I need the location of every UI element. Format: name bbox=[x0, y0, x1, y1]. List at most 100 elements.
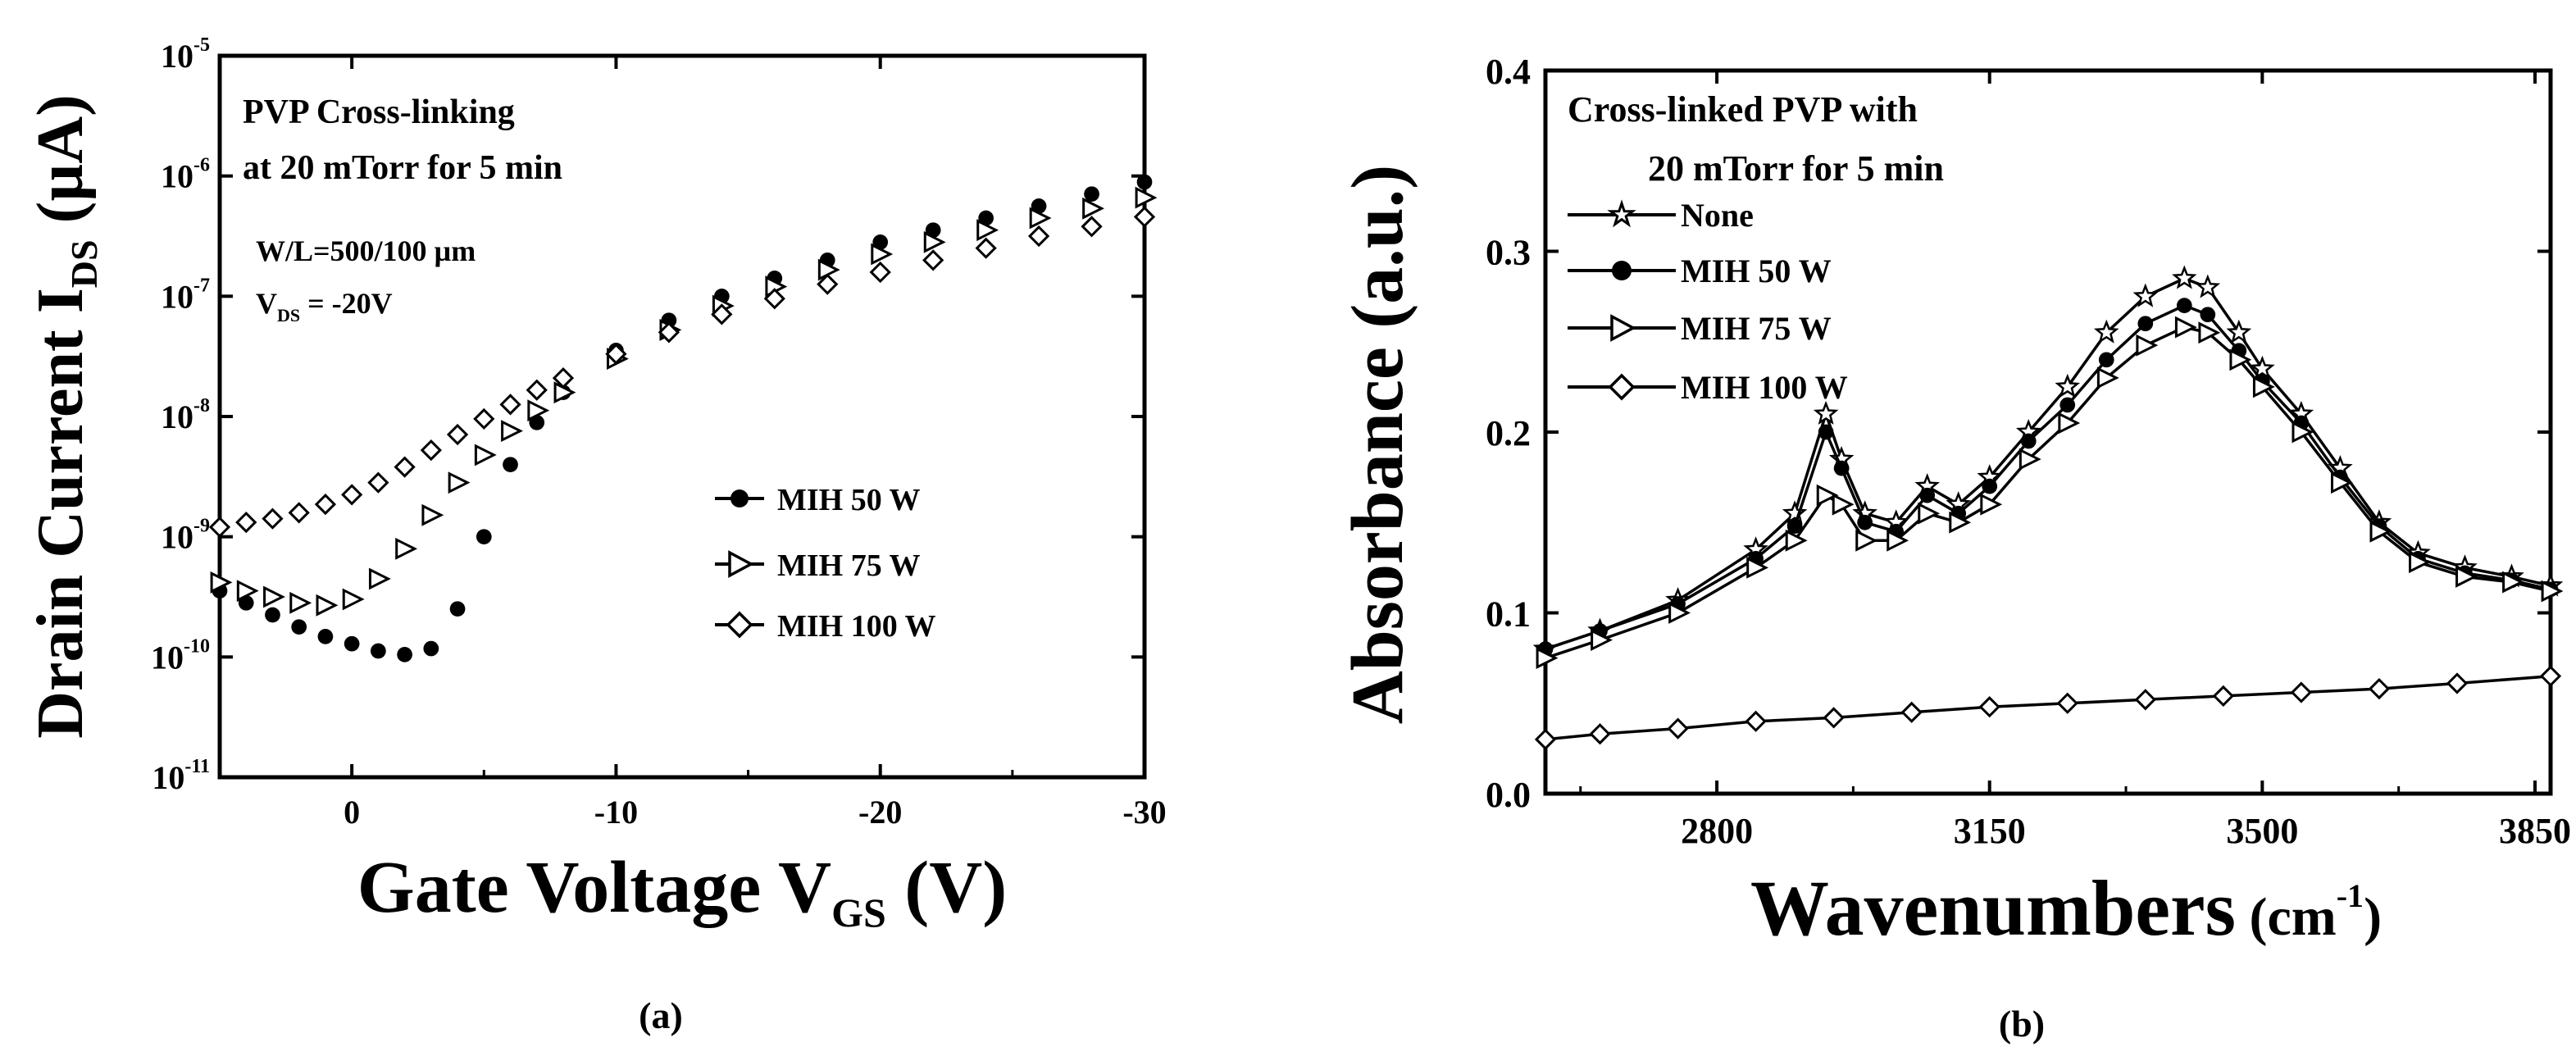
data-point-a-mih-50-w bbox=[265, 607, 280, 623]
data-point-b-mih-75-w bbox=[2096, 366, 2119, 389]
y-tick-label-b: 0.4 bbox=[1486, 52, 1531, 92]
data-point-a-mih-100-w bbox=[605, 343, 627, 365]
data-point-a-mih-100-w bbox=[975, 237, 997, 259]
data-point-b-mih-75-w bbox=[1746, 556, 1769, 579]
data-point-b-mih-75-w bbox=[1591, 629, 1613, 652]
data-point-b-mih-75-w bbox=[2136, 334, 2159, 357]
data-point-b-mih-100-w bbox=[2539, 665, 2562, 687]
x-tick-label-a: -30 bbox=[1122, 794, 1166, 831]
data-point-a-mih-50-w bbox=[371, 643, 386, 659]
data-point-b-mih-50-w bbox=[2098, 352, 2114, 368]
data-point-b-mih-50-w bbox=[1919, 487, 1936, 503]
data-point-b-mih-75-w bbox=[2455, 565, 2478, 588]
legend-b-marker-none bbox=[1607, 199, 1636, 228]
data-point-b-mih-50-w bbox=[2059, 397, 2076, 413]
data-point-a-mih-75-w bbox=[395, 537, 418, 560]
data-point-b-mih-75-w bbox=[1785, 529, 1808, 552]
data-point-a-mih-75-w bbox=[871, 243, 894, 266]
data-point-b-mih-75-w bbox=[1918, 502, 1941, 525]
data-point-a-mih-50-w bbox=[1136, 174, 1153, 190]
data-point-a-mih-50-w bbox=[344, 635, 360, 652]
data-point-b-mih-75-w bbox=[2409, 551, 2431, 574]
data-point-b-mih-75-w bbox=[2252, 376, 2275, 398]
data-point-b-mih-75-w bbox=[2292, 421, 2314, 444]
data-point-a-mih-75-w bbox=[1082, 197, 1104, 220]
data-point-a-mih-100-w bbox=[446, 423, 469, 446]
data-point-b-none bbox=[1782, 500, 1808, 525]
data-point-b-mih-100-w bbox=[1900, 701, 1923, 723]
data-point-b-mih-100-w bbox=[2368, 677, 2391, 700]
annotation-b-2: 20 mTorr for 5 min bbox=[1648, 148, 1944, 189]
data-point-a-mih-100-w bbox=[1133, 206, 1156, 228]
annotation-a-2: at 20 mTorr for 5 min bbox=[243, 149, 562, 187]
data-point-b-mih-75-w bbox=[2369, 520, 2392, 543]
data-point-b-mih-100-w bbox=[1978, 696, 2000, 718]
data-point-b-mih-50-w bbox=[2176, 298, 2192, 313]
panel-label-b: (b) bbox=[1999, 1003, 2045, 1045]
data-point-a-mih-75-w bbox=[923, 230, 946, 253]
data-point-a-mih-50-w bbox=[423, 640, 439, 657]
x-tick-label-b: 3150 bbox=[1954, 811, 2026, 851]
data-point-b-none bbox=[2132, 283, 2159, 307]
annotation-a-1: PVP Cross-linking bbox=[243, 93, 515, 131]
data-point-a-mih-50-w bbox=[503, 457, 518, 473]
data-point-a-mih-75-w bbox=[501, 420, 523, 443]
y-tick-label-b: 0.3 bbox=[1486, 233, 1531, 273]
data-point-a-mih-100-w bbox=[658, 321, 680, 344]
data-point-b-mih-75-w bbox=[1668, 602, 1691, 624]
data-point-b-mih-100-w bbox=[2056, 692, 2078, 714]
data-point-b-mih-75-w bbox=[1816, 484, 1839, 507]
data-point-a-mih-100-w bbox=[763, 288, 785, 310]
data-point-a-mih-75-w bbox=[553, 381, 576, 404]
data-point-a-mih-75-w bbox=[527, 399, 550, 422]
legend-a-label-mih75: MIH 75 W bbox=[777, 548, 921, 583]
legend-a-marker-mih100 bbox=[726, 611, 753, 639]
data-point-b-mih-75-w bbox=[2198, 321, 2221, 344]
legend-b-marker-mih100 bbox=[1608, 373, 1636, 401]
data-point-a-mih-100-w bbox=[288, 502, 310, 524]
data-point-a-mih-50-w bbox=[476, 529, 492, 545]
data-point-a-mih-75-w bbox=[448, 471, 471, 494]
data-point-a-mih-100-w bbox=[499, 394, 521, 416]
y-tick-label-a: 10-9 bbox=[161, 516, 210, 556]
data-point-a-mih-75-w bbox=[316, 594, 339, 617]
data-point-b-mih-75-w bbox=[2229, 348, 2252, 371]
data-point-a-mih-75-w bbox=[342, 588, 365, 611]
panel-label-a: (a) bbox=[639, 995, 683, 1036]
y-tick-label-b: 0.0 bbox=[1486, 775, 1531, 815]
panel-b: 2800 3150 3500 3850 0.0 0.1 0.2 0.3 0.4 Cross-li… bbox=[1337, 52, 2571, 1045]
data-point-a-mih-100-w bbox=[1081, 216, 1103, 238]
data-point-a-mih-75-w bbox=[210, 571, 233, 594]
data-point-b-mih-100-w bbox=[2446, 672, 2469, 694]
data-point-b-mih-100-w bbox=[2212, 685, 2234, 708]
data-point-b-mih-100-w bbox=[1534, 728, 1557, 750]
legend-b: None MIH 50 W MIH 75 W MIH 100 W bbox=[1568, 197, 1848, 406]
series-line-b-mih-100-w bbox=[1545, 674, 2551, 741]
data-point-b-none bbox=[2226, 319, 2252, 344]
data-point-a-mih-75-w bbox=[1029, 207, 1052, 230]
data-point-a-mih-100-w bbox=[394, 456, 416, 478]
data-point-b-mih-50-w bbox=[1857, 514, 1873, 530]
data-point-a-mih-50-w bbox=[317, 629, 334, 644]
legend-b-label-mih75: MIH 75 W bbox=[1681, 310, 1832, 347]
y-axis-title-a: Drain Current IDS (µA) bbox=[25, 94, 105, 739]
x-tick-label-a: 0 bbox=[344, 794, 360, 831]
data-point-a-mih-100-w bbox=[526, 379, 548, 401]
panel-a: 0 -10 -20 -30 10-11 10-10 10-9 10-8 10-7 10-6 10-5… bbox=[25, 34, 1167, 1036]
x-tick-label-b: 3850 bbox=[2499, 811, 2571, 851]
data-point-a-mih-75-w bbox=[368, 567, 391, 590]
series-line-b-mih-50-w bbox=[1545, 303, 2551, 651]
data-point-b-mih-50-w bbox=[1982, 478, 1998, 494]
data-point-a-mih-75-w bbox=[236, 580, 259, 603]
data-point-b-none bbox=[2195, 274, 2221, 298]
data-point-b-mih-75-w bbox=[2502, 571, 2524, 594]
data-point-b-none bbox=[2093, 319, 2119, 344]
data-point-b-mih-75-w bbox=[2541, 580, 2564, 603]
data-point-a-mih-75-w bbox=[263, 585, 285, 608]
data-point-b-mih-75-w bbox=[1980, 493, 2003, 516]
data-point-b-mih-50-w bbox=[1786, 518, 1803, 535]
data-point-b-none bbox=[2172, 265, 2197, 289]
data-point-a-mih-50-w bbox=[397, 647, 412, 662]
y-tick-label-a: 10-10 bbox=[151, 635, 210, 676]
